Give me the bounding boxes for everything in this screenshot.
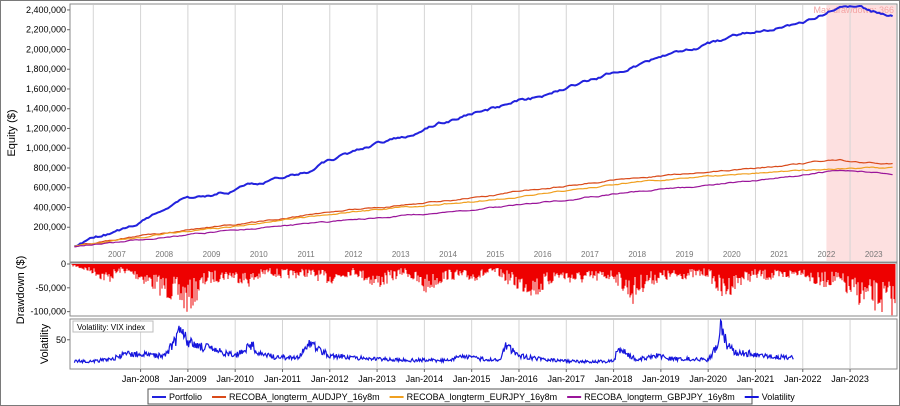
legend: Portfolio RECOBA_longterm_AUDJPY_16y8m REC… [152,392,795,402]
volatility-x-tick-label: Jan-2021 [737,374,775,384]
volatility-y-tick-label: 50 [56,335,66,345]
equity-year-label: 2012 [345,250,363,259]
drawdown-y-tick-label: -50,000 [35,283,66,293]
equity-year-label: 2019 [676,250,694,259]
volatility-x-tick-label: Jan-2019 [642,374,680,384]
volatility-x-tick-label: Jan-2022 [784,374,822,384]
equity-year-label: 2023 [865,250,883,259]
legend-label: Volatility [762,392,796,402]
equity-year-label: 2017 [581,250,599,259]
equity-year-label: 2008 [155,250,173,259]
volatility-x-ticks: Jan-2008 Jan-2009 Jan-2010 Jan-2011 Jan-2012… [122,369,869,384]
equity-y-tick-label: 2,000,000 [26,44,66,54]
volatility-x-tick-label: Jan-2018 [595,374,633,384]
equity-year-label: 2011 [298,250,316,259]
volatility-x-tick-label: Jan-2020 [689,374,727,384]
volatility-x-tick-label: Jan-2023 [831,374,869,384]
equity-y-tick-label: 2,200,000 [26,25,66,35]
equity-year-label: 2018 [628,250,646,259]
equity-year-label: 2022 [818,250,836,259]
volatility-x-tick-label: Jan-2015 [453,374,491,384]
volatility-x-tick-label: Jan-2016 [500,374,538,384]
volatility-line [73,318,794,365]
equity-year-label: 2020 [723,250,741,259]
drawdown-bars [71,264,896,316]
equity-year-label: 2014 [439,250,457,259]
equity-y-tick-label: 1,400,000 [26,104,66,114]
legend-label: RECOBA_longterm_GBPJPY_16y8m [584,392,735,402]
drawdown-y-tick-label: -100,000 [30,307,66,317]
drawdown-y-ticks: 0 -50,000 -100,000 [30,259,70,317]
equity-year-label: 2016 [534,250,552,259]
volatility-y-ticks: 50 [56,335,70,345]
equity-y-tick-label: 1,600,000 [26,84,66,94]
equity-year-labels: 2007 2008 2009 2010 2011 2012 2013 2014 2015 2016… [108,250,883,259]
legend-label: RECOBA_longterm_AUDJPY_16y8m [229,392,380,402]
equity-y-tick-label: 800,000 [33,163,66,173]
equity-lines [74,4,894,248]
equity-year-label: 2010 [250,250,268,259]
volatility-x-tick-label: Jan-2009 [169,374,207,384]
equity-year-label: 2009 [203,250,221,259]
equity-year-label: 2007 [108,250,126,259]
volatility-y-axis-label: Volatility [39,323,51,364]
equity-y-tick-label: 1,000,000 [26,143,66,153]
volatility-legend-title: Volatility: VIX index [77,323,145,332]
equity-y-tick-label: 600,000 [33,183,66,193]
equity-year-label: 2013 [392,250,410,259]
volatility-x-tick-label: Jan-2010 [216,374,254,384]
equity-grid [92,5,851,261]
volatility-legend-box [72,320,154,333]
equity-y-ticks: 200,000 400,000 600,000 800,000 1,000,000 1,2… [26,5,70,232]
equity-y-tick-label: 1,800,000 [26,64,66,74]
equity-y-tick-label: 2,400,000 [26,5,66,15]
volatility-x-tick-label: Jan-2013 [358,374,396,384]
legend-label: RECOBA_longterm_EURJPY_16y8m [407,392,558,402]
legend-label: Portfolio [169,392,202,402]
volatility-x-tick-label: Jan-2017 [548,374,586,384]
equity-y-tick-label: 200,000 [33,222,66,232]
volatility-x-tick-label: Jan-2011 [264,374,301,384]
equity-y-tick-label: 1,200,000 [26,123,66,133]
equity-plot-area [69,3,898,263]
drawdown-y-tick-label: 0 [61,259,66,269]
equity-year-label: 2015 [486,250,504,259]
series-line-Portfolio [74,4,894,248]
drawdown-y-axis-label: Drawdown ($) [15,256,27,324]
series-line-Volatility [73,318,794,365]
series-line-RECOBA_longterm_EURJPY_16y8m [74,166,893,248]
highlight-region [826,5,896,261]
equity-y-axis-label: Equity ($) [6,109,18,156]
series-line-RECOBA_longterm_GBPJPY_16y8m [74,169,893,248]
volatility-x-tick-label: Jan-2012 [311,374,349,384]
volatility-x-tick-label: Jan-2014 [406,374,444,384]
max-drawdown-annotation: Max drawdown: 366 [813,5,894,15]
volatility-x-tick-label: Jan-2008 [122,374,160,384]
equity-y-tick-label: 400,000 [33,202,66,212]
series-line-RECOBA_longterm_AUDJPY_16y8m [74,158,893,248]
equity-year-label: 2021 [770,250,788,259]
